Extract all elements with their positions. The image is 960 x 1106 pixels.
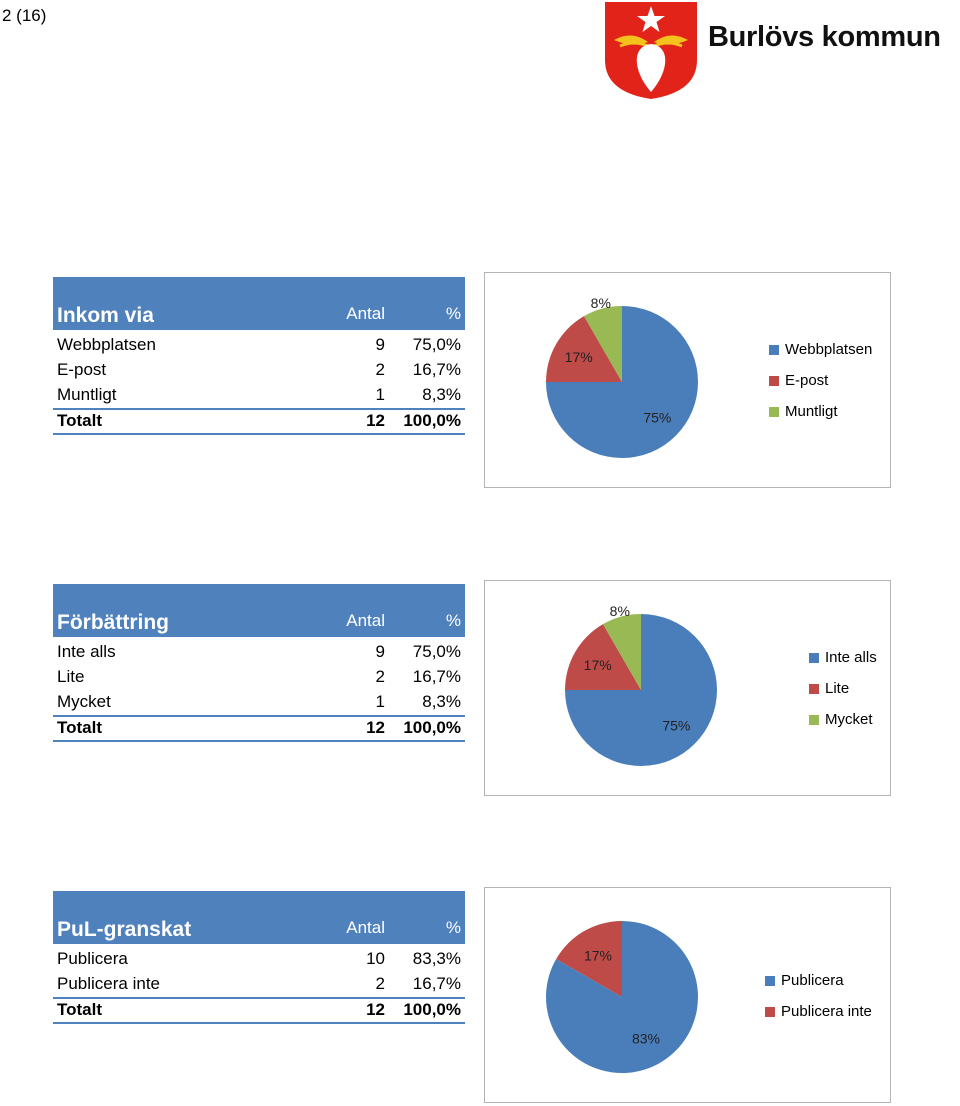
legend-swatch [769, 345, 779, 355]
table-pul-granskat: PuL-granskat Antal % Publicera 10 83,3% … [53, 891, 465, 1024]
table-title: PuL-granskat [57, 918, 192, 941]
table-row: Lite 2 16,7% [53, 665, 465, 690]
table-title: Inkom via [57, 304, 154, 327]
row-count: 9 [375, 335, 385, 354]
row-label: Inte alls [57, 642, 116, 661]
table-total-row: Totalt 12 100,0% [53, 715, 465, 742]
table-row: Inte alls 9 75,0% [53, 640, 465, 665]
row-count: 2 [375, 360, 385, 379]
legend-label: Muntligt [785, 403, 838, 420]
total-percent: 100,0% [403, 1000, 461, 1019]
legend-swatch [809, 715, 819, 725]
table-row: E-post 2 16,7% [53, 358, 465, 383]
pie-slice-publicera-inte [556, 921, 622, 997]
row-percent: 8,3% [422, 385, 461, 404]
pie-chart-inkom-via: 75% 17% 8% Webbplatsen E-post Muntligt [484, 272, 891, 488]
legend-swatch [769, 376, 779, 386]
row-percent: 75,0% [412, 642, 461, 661]
pie-slice-label: 17% [584, 657, 612, 673]
legend-swatch [809, 653, 819, 663]
row-label: Webbplatsen [57, 335, 156, 354]
legend-label: Mycket [825, 711, 873, 728]
pie-slice-label: 17% [584, 947, 612, 963]
row-count: 2 [375, 974, 385, 993]
row-count: 1 [375, 692, 385, 711]
row-percent: 75,0% [412, 335, 461, 354]
column-count-header: Antal [346, 611, 385, 630]
total-label: Totalt [57, 1000, 103, 1019]
pie-slice-label: 17% [565, 349, 593, 365]
table-header: PuL-granskat Antal % [53, 891, 465, 947]
row-percent: 83,3% [412, 949, 461, 968]
pie-chart-forbattring: 75% 17% 8% Inte alls Lite Mycket [484, 580, 891, 796]
pie-chart-svg: 75% 17% 8% [546, 295, 698, 458]
table-forbattring: Förbättring Antal % Inte alls 9 75,0% Li… [53, 584, 465, 742]
pie-chart-svg: 83% 17% [546, 921, 698, 1073]
legend-swatch [769, 407, 779, 417]
row-label: Publicera inte [57, 974, 161, 993]
row-label: Lite [57, 667, 85, 686]
table-header: Förbättring Antal % [53, 584, 465, 640]
pie-slice-label: 75% [643, 409, 671, 425]
pie-slice-lite [565, 624, 641, 690]
row-percent: 16,7% [412, 360, 461, 379]
total-label: Totalt [57, 718, 103, 737]
row-label: E-post [57, 360, 107, 379]
column-count-header: Antal [346, 304, 385, 323]
pie-slice-muntligt [584, 306, 622, 382]
table-row: Publicera 10 83,3% [53, 947, 465, 972]
pie-chart-pul-granskat: 83% 17% Publicera Publicera inte [484, 887, 891, 1103]
municipality-logo: Burlövs kommun [600, 0, 960, 100]
row-count: 10 [366, 949, 385, 968]
row-label: Publicera [57, 949, 128, 968]
total-label: Totalt [57, 411, 103, 430]
row-percent: 16,7% [412, 667, 461, 686]
row-count: 2 [375, 667, 385, 686]
legend-label: Publicera [781, 972, 844, 989]
legend-label: E-post [785, 372, 829, 389]
legend-label: Inte alls [825, 649, 877, 666]
legend-swatch [809, 684, 819, 694]
organization-name: Burlövs kommun [708, 21, 941, 53]
table-total-row: Totalt 12 100,0% [53, 997, 465, 1024]
legend-label: Publicera inte [781, 1003, 872, 1020]
legend-swatch [765, 1007, 775, 1017]
row-percent: 16,7% [412, 974, 461, 993]
row-label: Mycket [57, 692, 111, 711]
row-count: 9 [375, 642, 385, 661]
column-percent-header: % [445, 304, 461, 323]
pie-slice-e-post [546, 316, 622, 382]
total-percent: 100,0% [403, 411, 461, 430]
total-count: 12 [366, 411, 385, 430]
legend-swatch [765, 976, 775, 986]
column-percent-header: % [445, 611, 461, 630]
row-percent: 8,3% [422, 692, 461, 711]
total-count: 12 [366, 1000, 385, 1019]
row-label: Muntligt [57, 385, 117, 404]
pie-slice-label: 8% [610, 603, 630, 619]
page-number: 2 (16) [2, 6, 47, 25]
table-row: Mycket 1 8,3% [53, 690, 465, 715]
coat-of-arms-icon [605, 2, 697, 99]
pie-chart-svg: 75% 17% 8% [565, 603, 717, 766]
column-count-header: Antal [346, 918, 385, 937]
total-percent: 100,0% [403, 718, 461, 737]
pie-slice-label: 8% [591, 295, 611, 311]
table-header: Inkom via Antal % [53, 277, 465, 333]
legend-label: Lite [825, 680, 850, 697]
table-title: Förbättring [57, 611, 169, 634]
table-row: Webbplatsen 9 75,0% [53, 333, 465, 358]
pie-slice-mycket [603, 614, 641, 690]
pie-slice-label: 75% [662, 717, 690, 733]
column-percent-header: % [445, 918, 461, 937]
pie-slice-label: 83% [632, 1031, 660, 1047]
legend-label: Webbplatsen [785, 341, 873, 358]
table-row: Publicera inte 2 16,7% [53, 972, 465, 997]
table-row: Muntligt 1 8,3% [53, 383, 465, 408]
total-count: 12 [366, 718, 385, 737]
row-count: 1 [375, 385, 385, 404]
table-total-row: Totalt 12 100,0% [53, 408, 465, 435]
table-inkom-via: Inkom via Antal % Webbplatsen 9 75,0% E-… [53, 277, 465, 435]
